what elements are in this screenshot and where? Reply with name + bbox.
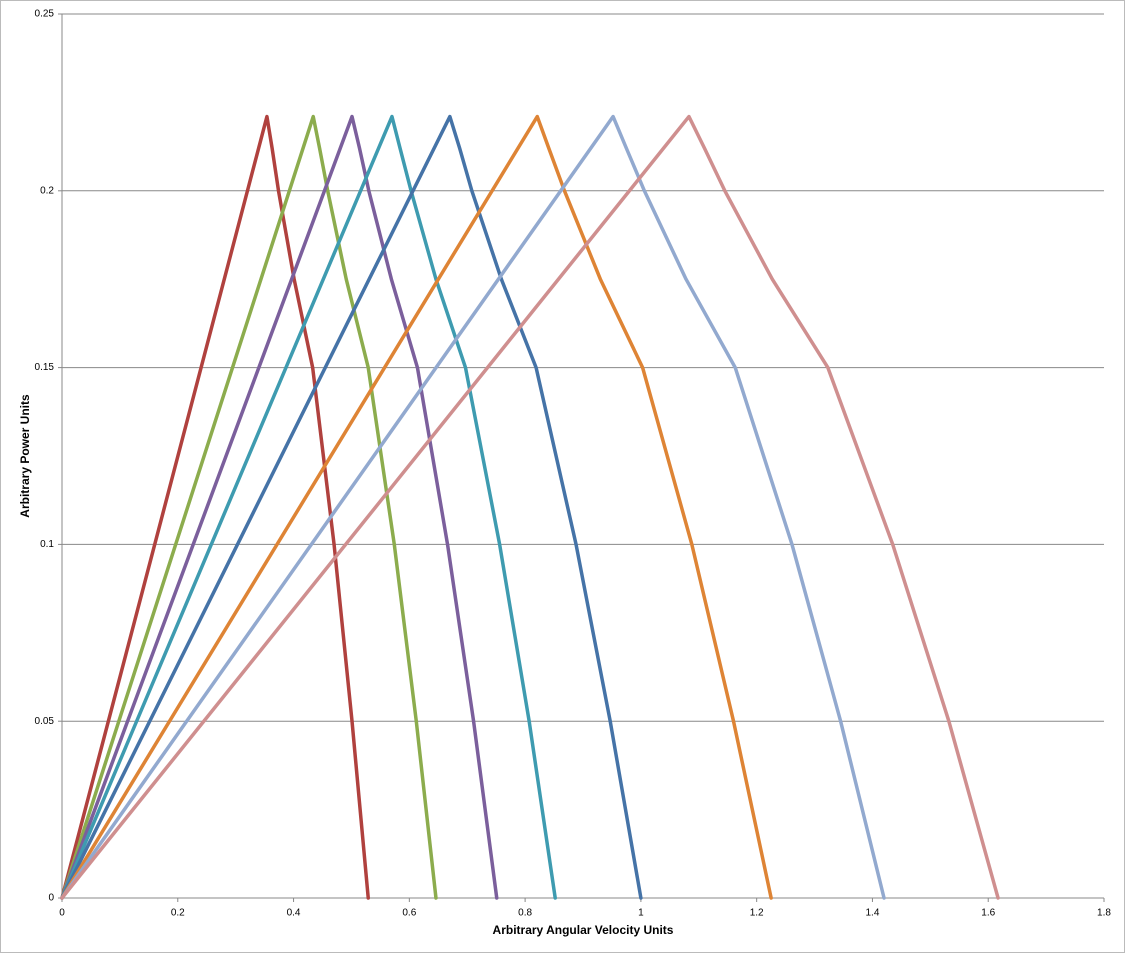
- x-tick-label: 1.8: [1097, 908, 1111, 919]
- y-tick-label: 0.15: [35, 362, 55, 373]
- y-tick-label: 0.2: [40, 185, 54, 196]
- x-tick-label: 1.4: [865, 908, 879, 919]
- x-tick-label: 1.6: [981, 908, 995, 919]
- series-line: [60, 114, 1000, 900]
- x-tick-label: 0.2: [171, 908, 185, 919]
- y-axis-title: Arbitrary Power Units: [18, 394, 32, 518]
- x-tick-label: 0.4: [287, 908, 301, 919]
- y-tick-label: 0: [48, 893, 54, 904]
- x-tick-label: 1: [638, 908, 644, 919]
- series-line: [60, 114, 643, 900]
- x-axis-title: Arbitrary Angular Velocity Units: [493, 923, 674, 937]
- series-line: [60, 114, 438, 900]
- series-line: [60, 114, 886, 900]
- series-line: [60, 114, 370, 900]
- series-line: [60, 114, 773, 900]
- x-tick-label: 0.8: [518, 908, 532, 919]
- x-tick-label: 0.6: [402, 908, 416, 919]
- y-tick-label: 0.1: [40, 539, 54, 550]
- y-tick-label: 0.05: [35, 716, 55, 727]
- y-tick-label: 0.25: [35, 9, 55, 20]
- series-line: [60, 114, 499, 900]
- x-tick-label: 0: [59, 908, 65, 919]
- x-tick-label: 1.2: [750, 908, 764, 919]
- series-line: [60, 114, 557, 900]
